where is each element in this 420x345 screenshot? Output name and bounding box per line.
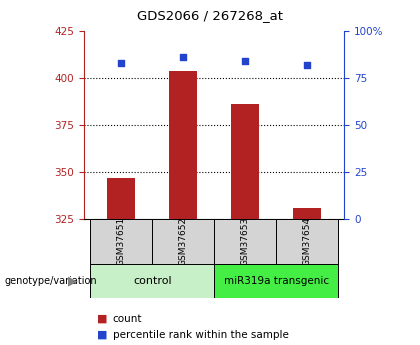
Bar xyxy=(90,264,214,298)
Point xyxy=(304,62,310,68)
Bar xyxy=(169,70,197,219)
Text: ■: ■ xyxy=(97,330,107,339)
Text: ▶: ▶ xyxy=(68,275,78,288)
Point xyxy=(180,55,186,60)
Text: GSM37651: GSM37651 xyxy=(117,217,126,266)
Text: percentile rank within the sample: percentile rank within the sample xyxy=(113,330,289,339)
Text: miR319a transgenic: miR319a transgenic xyxy=(223,276,329,286)
Bar xyxy=(276,219,338,264)
Text: GDS2066 / 267268_at: GDS2066 / 267268_at xyxy=(137,9,283,22)
Text: count: count xyxy=(113,314,142,324)
Bar xyxy=(107,178,135,219)
Bar xyxy=(293,208,321,219)
Text: ■: ■ xyxy=(97,314,107,324)
Point xyxy=(242,58,249,64)
Text: genotype/variation: genotype/variation xyxy=(4,276,97,286)
Bar xyxy=(214,219,276,264)
Bar xyxy=(231,105,259,219)
Text: GSM37654: GSM37654 xyxy=(303,217,312,266)
Text: GSM37653: GSM37653 xyxy=(241,217,250,266)
Bar xyxy=(214,264,338,298)
Text: GSM37652: GSM37652 xyxy=(178,217,188,266)
Bar xyxy=(90,219,152,264)
Point xyxy=(118,60,125,66)
Text: control: control xyxy=(133,276,171,286)
Bar xyxy=(152,219,214,264)
